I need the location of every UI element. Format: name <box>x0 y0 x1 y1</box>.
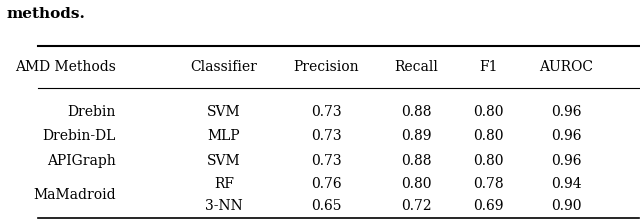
Text: F1: F1 <box>479 60 498 74</box>
Text: Drebin: Drebin <box>67 105 116 119</box>
Text: 0.73: 0.73 <box>311 154 342 168</box>
Text: SVM: SVM <box>207 154 241 168</box>
Text: 0.65: 0.65 <box>311 199 341 213</box>
Text: 0.72: 0.72 <box>401 199 431 213</box>
Text: SVM: SVM <box>207 105 241 119</box>
Text: 0.76: 0.76 <box>311 177 342 191</box>
Text: 0.88: 0.88 <box>401 154 431 168</box>
Text: 0.90: 0.90 <box>551 199 582 213</box>
Text: 0.89: 0.89 <box>401 129 431 143</box>
Text: APIGraph: APIGraph <box>47 154 116 168</box>
Text: 0.78: 0.78 <box>473 177 504 191</box>
Text: methods.: methods. <box>6 7 85 21</box>
Text: 0.80: 0.80 <box>473 129 504 143</box>
Text: 0.73: 0.73 <box>311 129 342 143</box>
Text: Drebin-DL: Drebin-DL <box>42 129 116 143</box>
Text: 0.96: 0.96 <box>551 105 582 119</box>
Text: 0.80: 0.80 <box>473 154 504 168</box>
Text: 3-NN: 3-NN <box>205 199 243 213</box>
Text: RF: RF <box>214 177 234 191</box>
Text: 0.80: 0.80 <box>473 105 504 119</box>
Text: MLP: MLP <box>208 129 241 143</box>
Text: 0.69: 0.69 <box>473 199 504 213</box>
Text: 0.80: 0.80 <box>401 177 431 191</box>
Text: AMD Methods: AMD Methods <box>15 60 116 74</box>
Text: 0.88: 0.88 <box>401 105 431 119</box>
Text: Classifier: Classifier <box>191 60 257 74</box>
Text: 0.96: 0.96 <box>551 154 582 168</box>
Text: 0.96: 0.96 <box>551 129 582 143</box>
Text: Recall: Recall <box>394 60 438 74</box>
Text: 0.94: 0.94 <box>551 177 582 191</box>
Text: Precision: Precision <box>293 60 359 74</box>
Text: MaMadroid: MaMadroid <box>33 188 116 202</box>
Text: AUROC: AUROC <box>540 60 593 74</box>
Text: 0.73: 0.73 <box>311 105 342 119</box>
